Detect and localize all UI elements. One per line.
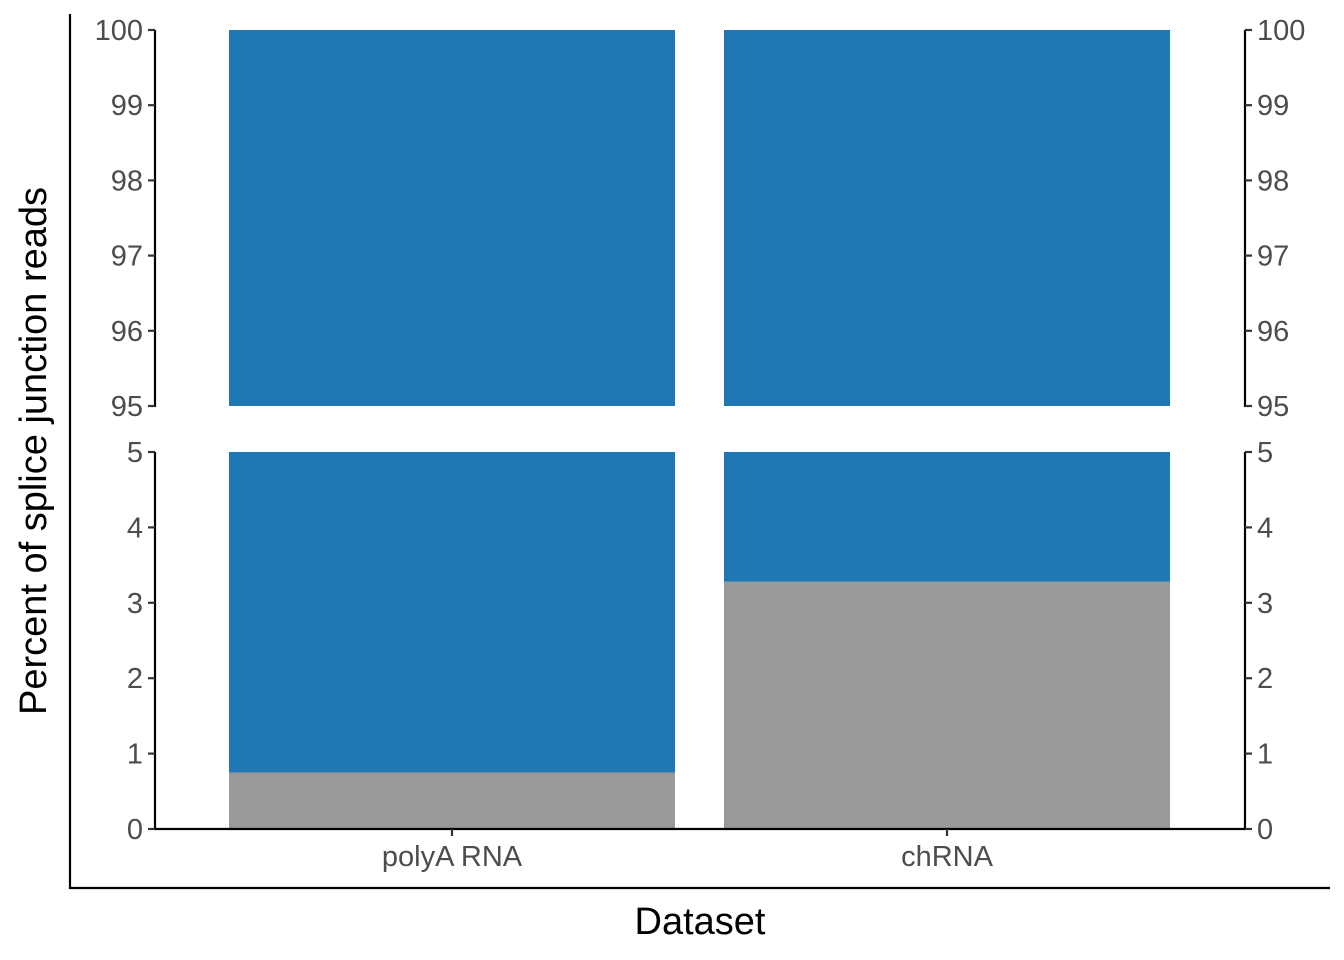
- left-y-tick-label: 1: [127, 739, 143, 771]
- right-y-tick-label: 3: [1257, 588, 1273, 620]
- right-y-tick-label: 95: [1257, 391, 1289, 423]
- left-y-tick-label: 100: [95, 15, 143, 47]
- right-y-tick-label: 99: [1257, 90, 1289, 122]
- right-y-tick-label: 4: [1257, 512, 1273, 544]
- panel-1: 95 95 96 96 97 97 98 98 99 99 100 100: [95, 15, 1306, 423]
- right-y-tick-label: 96: [1257, 316, 1289, 348]
- left-y-tick-label: 96: [111, 316, 143, 348]
- left-y-tick-label: 98: [111, 165, 143, 197]
- bar-segment-chrna-series-1: [724, 30, 1170, 406]
- right-y-tick-label: 100: [1257, 15, 1305, 47]
- x-axis-title: Dataset: [635, 901, 766, 943]
- x-tick-label: polyA RNA: [382, 841, 523, 873]
- x-tick-label: chRNA: [901, 841, 994, 873]
- right-y-tick-label: 1: [1257, 739, 1273, 771]
- bar-segment-polya-rna-series-1: [229, 452, 675, 773]
- left-y-tick-label: 3: [127, 588, 143, 620]
- left-y-tick-label: 4: [127, 512, 143, 544]
- bar-segment-chrna-series-1: [724, 452, 1170, 582]
- right-y-tick-label: 0: [1257, 814, 1273, 846]
- right-y-tick-label: 97: [1257, 241, 1289, 273]
- outer-axes: [68, 14, 1330, 890]
- left-y-tick-label: 2: [127, 663, 143, 695]
- panel-0: 0 0 1 1 2 2 3 3 4 4 5 5: [127, 437, 1273, 846]
- plot-panels: 0 0 1 1 2 2 3 3 4 4 5 5 95 95 96 96 97 97 98 98 99 99 100 100: [95, 15, 1306, 846]
- bar-segment-polya-rna-series-0: [229, 772, 675, 829]
- right-y-tick-label: 5: [1257, 437, 1273, 469]
- bar-segment-chrna-series-0: [724, 581, 1170, 829]
- y-axis-title: Percent of splice junction reads: [13, 187, 55, 715]
- left-y-tick-label: 95: [111, 391, 143, 423]
- left-y-tick-label: 97: [111, 241, 143, 273]
- bar-segment-polya-rna-series-1: [229, 30, 675, 406]
- right-y-tick-label: 98: [1257, 165, 1289, 197]
- left-y-tick-label: 0: [127, 814, 143, 846]
- left-y-tick-label: 5: [127, 437, 143, 469]
- left-y-tick-label: 99: [111, 90, 143, 122]
- x-tick-labels: polyA RNA chRNA: [382, 829, 994, 873]
- right-y-tick-label: 2: [1257, 663, 1273, 695]
